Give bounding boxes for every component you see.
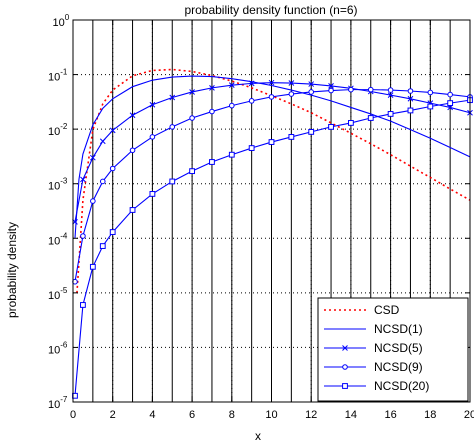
data-point xyxy=(90,198,96,204)
data-point xyxy=(328,83,334,89)
data-point xyxy=(268,139,275,145)
data-point xyxy=(387,87,394,93)
data-point xyxy=(348,86,354,93)
series-layer xyxy=(72,68,473,399)
chart-title: probability density function (n=6) xyxy=(184,3,357,17)
legend-label: CSD xyxy=(374,303,400,317)
data-point xyxy=(99,178,106,185)
data-point xyxy=(288,134,295,140)
data-point xyxy=(308,89,315,95)
data-point xyxy=(99,243,106,249)
y-tick-label: 10-5 xyxy=(48,286,68,302)
data-point xyxy=(89,154,96,161)
x-tick-label: 20 xyxy=(464,409,474,421)
data-point xyxy=(229,102,235,109)
y-tick-label: 10-6 xyxy=(48,340,68,356)
data-point xyxy=(342,364,348,370)
x-tick-label: 8 xyxy=(229,409,235,421)
data-point xyxy=(328,87,334,94)
data-point xyxy=(427,89,434,96)
data-point xyxy=(248,98,255,104)
legend: CSD NCSD(1) NCSD(5) NCSD(9) NCSD(20) xyxy=(317,297,469,402)
data-point xyxy=(447,100,454,107)
x-tick-label: 16 xyxy=(384,409,396,421)
x-tick-label: 14 xyxy=(345,409,357,421)
data-point xyxy=(209,159,215,165)
data-point xyxy=(169,124,176,130)
legend-label: NCSD(1) xyxy=(374,322,423,336)
y-tick-labels: 10-7 10-6 10-5 10-4 10-3 10-2 10-1 100 xyxy=(48,13,70,411)
data-point xyxy=(427,103,434,110)
data-point xyxy=(367,86,374,93)
data-point xyxy=(169,94,176,101)
y-tick-label: 10-7 xyxy=(48,395,68,411)
series-NCSD(1) xyxy=(74,75,471,239)
data-point xyxy=(407,88,414,94)
data-point xyxy=(387,92,394,98)
data-point xyxy=(268,79,275,86)
data-point xyxy=(447,91,453,98)
data-point xyxy=(189,168,195,175)
data-point xyxy=(149,191,156,197)
data-point xyxy=(348,120,354,126)
legend-label: NCSD(5) xyxy=(374,341,423,355)
x-tick-label: 4 xyxy=(149,409,155,421)
data-point xyxy=(149,101,156,108)
data-point xyxy=(189,115,195,121)
data-point xyxy=(129,147,136,154)
x-tick-label: 12 xyxy=(305,409,317,421)
data-point xyxy=(308,81,315,87)
x-tick-label: 18 xyxy=(424,409,436,421)
data-point xyxy=(89,263,96,270)
y-tick-label: 10-1 xyxy=(48,68,68,84)
series-NCSD(20) xyxy=(72,97,473,399)
data-point xyxy=(109,229,116,235)
data-point xyxy=(288,80,295,86)
data-point xyxy=(129,207,136,213)
x-tick-label: 6 xyxy=(189,409,195,421)
legend-label: NCSD(20) xyxy=(374,379,429,393)
data-point xyxy=(80,176,86,183)
x-tick-label: 0 xyxy=(70,409,76,421)
x-axis-label: x xyxy=(255,429,261,443)
data-point xyxy=(109,127,116,134)
data-point xyxy=(228,151,235,158)
data-point xyxy=(387,111,394,117)
data-point xyxy=(169,178,176,185)
data-point xyxy=(129,112,136,119)
series-CSD xyxy=(76,68,471,293)
data-point xyxy=(149,134,156,140)
y-tick-label: 100 xyxy=(53,13,70,29)
y-tick-label: 10-3 xyxy=(48,177,68,193)
data-point xyxy=(367,115,374,121)
data-point xyxy=(342,383,348,389)
data-point xyxy=(248,145,255,151)
data-point xyxy=(209,108,215,115)
data-point xyxy=(109,165,116,172)
data-point xyxy=(209,85,215,91)
x-tick-labels: 0 2 4 6 8 10 12 14 16 18 20 xyxy=(70,409,474,421)
data-point xyxy=(99,138,106,145)
data-point xyxy=(80,233,86,239)
series-line xyxy=(76,68,471,293)
data-point xyxy=(328,123,334,130)
x-tick-label: 2 xyxy=(110,409,116,421)
data-point xyxy=(268,94,275,100)
data-point xyxy=(342,345,348,351)
series-line xyxy=(74,75,471,239)
data-point xyxy=(407,95,414,102)
legend-label: NCSD(9) xyxy=(374,360,423,374)
data-point xyxy=(80,302,86,308)
data-point xyxy=(308,129,315,135)
y-tick-label: 10-2 xyxy=(48,122,68,138)
y-axis-label: probability density xyxy=(5,222,19,318)
x-tick-label: 10 xyxy=(265,409,277,421)
data-point xyxy=(407,107,414,114)
data-point xyxy=(228,82,235,89)
y-tick-label: 10-4 xyxy=(48,231,68,247)
data-point xyxy=(248,80,255,87)
data-point xyxy=(189,89,195,95)
data-point xyxy=(288,91,295,97)
